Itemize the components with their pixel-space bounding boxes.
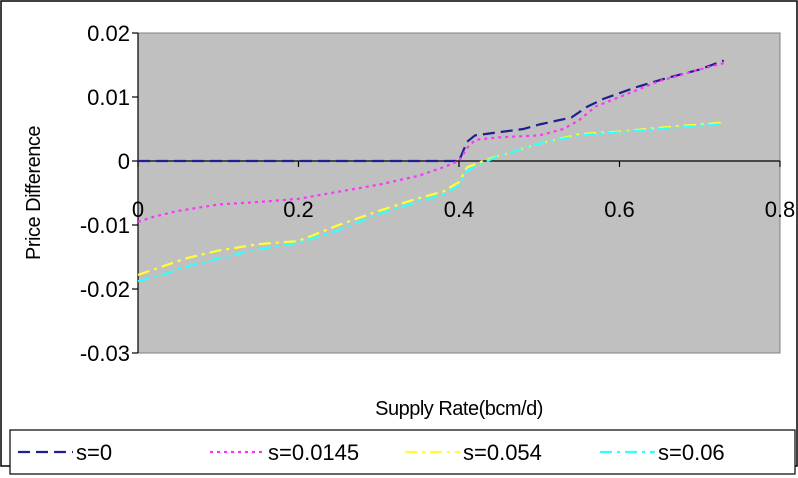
legend-label-2: s=0.0145 (268, 440, 359, 465)
series-line-4 (137, 122, 724, 283)
x-axis: 0 0.2 0.4 0.6 0.8 (132, 161, 795, 222)
y-tick-label: -0.03 (80, 341, 130, 366)
legend-label-1: s=0 (76, 440, 112, 465)
y-tick-label: 0 (118, 149, 130, 174)
y-tick-label: 0.02 (87, 21, 130, 46)
y-axis: 0.02 0.01 0 -0.01 -0.02 -0.03 (80, 21, 139, 366)
x-axis-title: Supply Rate(bcm/d) (375, 398, 543, 420)
x-tick-label: 0 (132, 197, 144, 222)
y-axis-title: Price Difference (23, 126, 45, 260)
x-tick-label: 0.2 (283, 197, 314, 222)
legend-label-3: s=0.054 (463, 440, 542, 465)
y-tick-label: -0.01 (80, 213, 130, 238)
y-tick-label: -0.02 (80, 277, 130, 302)
series-line-1 (138, 59, 725, 163)
y-tick-label: 0.01 (87, 85, 130, 110)
legend-label-4: s=0.06 (658, 440, 725, 465)
plot-area (137, 32, 781, 354)
x-tick-label: 0.6 (604, 197, 635, 222)
legend: s=0 s=0.0145 s=0.054 s=0.06 (9, 429, 796, 475)
x-tick-label: 0.4 (444, 197, 475, 222)
legend-box (9, 429, 796, 475)
series-layer (137, 59, 725, 283)
x-tick-label: 0.8 (765, 197, 796, 222)
